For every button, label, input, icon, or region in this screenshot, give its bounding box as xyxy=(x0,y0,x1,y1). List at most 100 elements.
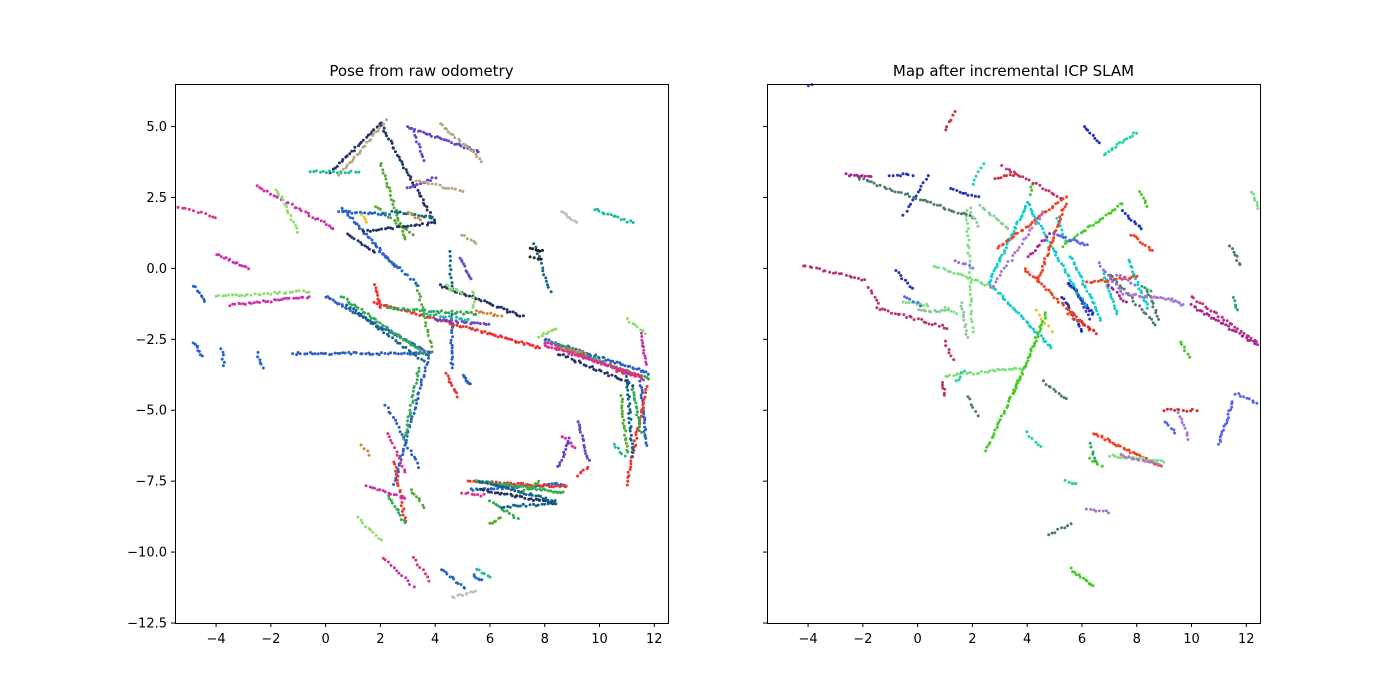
scatter-point xyxy=(1195,308,1199,312)
scatter-point xyxy=(971,330,975,334)
scatter-point xyxy=(1050,241,1054,245)
scatter-point xyxy=(894,269,898,272)
scatter-point xyxy=(1042,260,1046,264)
scatter-point xyxy=(478,157,482,161)
scatter-point xyxy=(328,169,331,173)
x-tick-label: 10 xyxy=(591,632,608,647)
scatter-point xyxy=(1130,134,1134,138)
scatter-point xyxy=(386,215,390,219)
scatter-point xyxy=(394,472,398,476)
scatter-point xyxy=(521,314,525,318)
scatter-point xyxy=(953,259,957,263)
scatter-point xyxy=(1044,288,1048,292)
scatter-point xyxy=(548,501,552,505)
scatter-point xyxy=(399,518,403,522)
scatter-point xyxy=(1094,221,1098,225)
scatter-point xyxy=(1068,255,1072,259)
scatter-point xyxy=(1001,294,1005,298)
scatter-point xyxy=(253,292,257,296)
scatter-point xyxy=(568,347,572,351)
scatter-point xyxy=(620,412,624,416)
scatter-point xyxy=(461,325,465,328)
scatter-series xyxy=(944,110,1199,413)
scatter-point xyxy=(911,300,915,304)
x-tick-label: −2 xyxy=(853,632,872,647)
scatter-point xyxy=(603,371,607,375)
scatter-point xyxy=(1030,226,1034,230)
scatter-point xyxy=(371,322,375,326)
scatter-point xyxy=(430,176,434,180)
scatter-point xyxy=(995,265,999,269)
scatter-point xyxy=(1107,284,1110,287)
scatter-point xyxy=(361,315,365,319)
scatter-point xyxy=(1034,308,1038,312)
scatter-point xyxy=(1045,235,1049,239)
scatter-point xyxy=(546,341,550,345)
scatter-point xyxy=(632,439,636,443)
scatter-point xyxy=(613,445,617,449)
scatter-point xyxy=(411,181,415,185)
scatter-point xyxy=(499,491,503,495)
scatter-point xyxy=(369,321,373,325)
scatter-point xyxy=(613,361,617,365)
scatter-point xyxy=(1048,232,1052,236)
scatter-point xyxy=(1165,421,1169,425)
scatter-point xyxy=(471,590,475,594)
scatter-point xyxy=(304,210,308,214)
scatter-point xyxy=(453,142,457,146)
scatter-point xyxy=(962,310,966,314)
scatter-point xyxy=(558,353,562,357)
scatter-point xyxy=(433,135,437,139)
scatter-point xyxy=(619,394,623,397)
scatter-point xyxy=(346,213,350,217)
scatter-point xyxy=(450,141,453,145)
scatter-point xyxy=(456,581,460,585)
scatter-point xyxy=(1110,280,1114,283)
scatter-point xyxy=(489,311,493,315)
scatter-point xyxy=(635,367,639,371)
scatter-point xyxy=(1031,327,1035,331)
scatter-point xyxy=(828,270,832,274)
scatter-point xyxy=(966,395,970,399)
scatter-point xyxy=(1169,407,1173,411)
scatter-point xyxy=(1079,297,1082,301)
scatter-point xyxy=(380,227,384,231)
scatter-point xyxy=(1067,274,1071,278)
scatter-point xyxy=(1202,312,1206,316)
scatter-point xyxy=(526,341,529,345)
scatter-point xyxy=(430,182,434,186)
scatter-point xyxy=(444,371,448,375)
scatter-point xyxy=(970,309,974,313)
scatter-point xyxy=(1120,286,1123,290)
scatter-point xyxy=(386,256,390,260)
scatter-point xyxy=(382,304,386,307)
scatter-point xyxy=(1236,308,1239,312)
scatter-point xyxy=(1138,224,1142,228)
scatter-point xyxy=(1115,273,1119,277)
scatter-point xyxy=(642,397,646,401)
scatter-point xyxy=(385,134,388,138)
scatter-point xyxy=(286,201,290,205)
scatter-point xyxy=(972,178,976,182)
scatter-point xyxy=(1221,428,1225,432)
scatter-point xyxy=(397,571,401,575)
scatter-point xyxy=(1003,249,1007,253)
y-tick-label: −2.5 xyxy=(135,333,167,348)
scatter-point xyxy=(466,491,470,495)
scatter-point xyxy=(400,501,404,504)
scatter-point xyxy=(256,350,260,354)
scatter-point xyxy=(394,465,398,469)
scatter-point xyxy=(392,199,396,203)
scatter-point xyxy=(401,338,405,342)
scatter-point xyxy=(361,521,364,525)
scatter-point xyxy=(997,244,1001,248)
scatter-point xyxy=(367,351,371,355)
scatter-point xyxy=(421,306,425,310)
scatter-point xyxy=(441,186,445,190)
scatter-point xyxy=(936,203,939,207)
scatter-point xyxy=(500,335,504,339)
scatter-point xyxy=(405,428,409,432)
scatter-point xyxy=(547,338,551,342)
scatter-point xyxy=(416,347,420,351)
scatter-point xyxy=(350,211,354,215)
